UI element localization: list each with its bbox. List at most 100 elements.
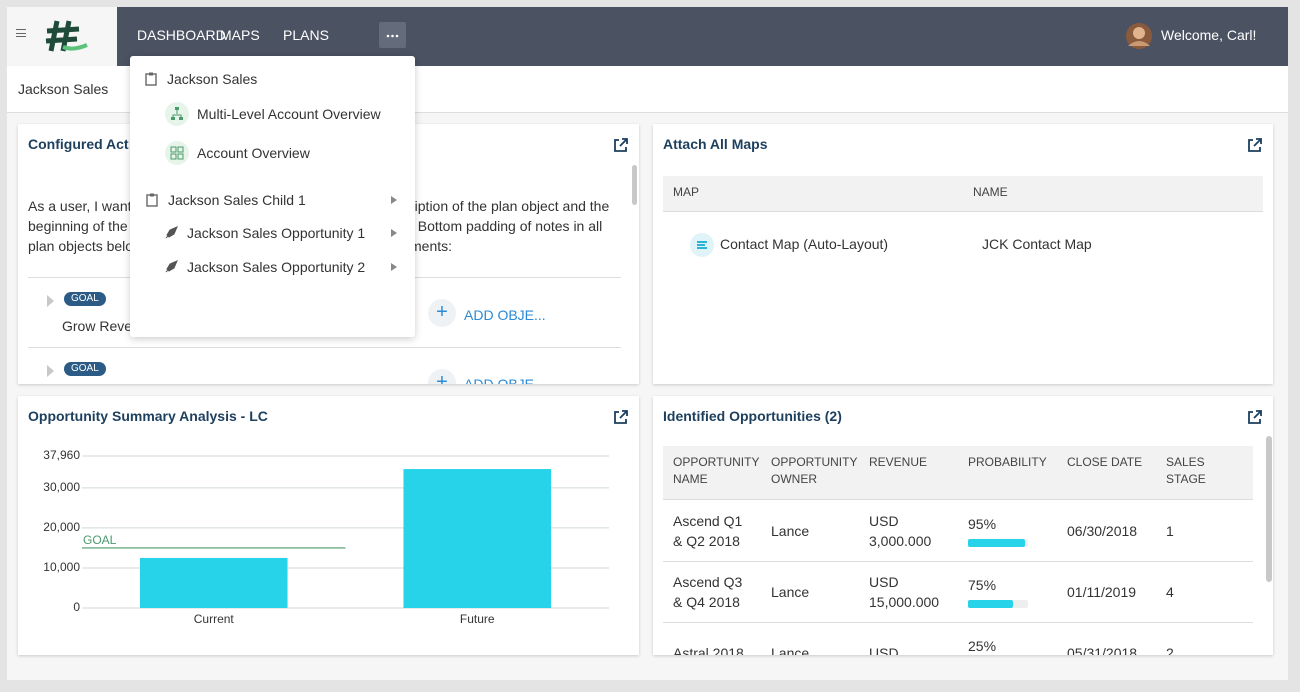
probability-label: 95% (968, 516, 997, 532)
submenu-arrow (391, 196, 397, 204)
note-text: ription of the plan object and the (410, 198, 610, 214)
menu-item[interactable]: Multi-Level Account Overview (197, 106, 381, 122)
nav-link[interactable]: DASHBOARD (137, 27, 226, 43)
y-tick-label: 10,000 (43, 560, 80, 574)
probability-track (968, 600, 1028, 608)
logo[interactable] (43, 17, 89, 55)
nav-link[interactable]: MAPS (220, 27, 260, 43)
column-header[interactable]: NAME (973, 185, 1008, 199)
goal-label: GOAL (83, 533, 117, 547)
menu-item[interactable]: Jackson Sales (167, 71, 258, 87)
maps-panel: Attach All Maps MAP NAME Contact Map (Au… (653, 124, 1273, 384)
map-name[interactable]: Contact Map (Auto-Layout) (720, 236, 889, 252)
probability-label: 75% (968, 577, 997, 593)
y-tick-label: 20,000 (43, 520, 80, 534)
column-header[interactable]: SALES STAGE (1166, 455, 1206, 486)
opportunity-icon (165, 260, 178, 273)
note-text: . Bottom padding of notes in all (410, 218, 603, 234)
column-header[interactable]: CLOSE DATE (1067, 455, 1143, 469)
table-cell: 75% (968, 561, 1058, 622)
submenu-arrow (391, 229, 397, 237)
table-cell: 01/11/2019 (1067, 583, 1137, 600)
chart-title: Opportunity Summary Analysis - LC (28, 408, 268, 424)
note-text: As a user, I want (28, 198, 132, 214)
x-tick-label: Future (460, 612, 495, 626)
add-icon[interactable]: + (428, 299, 456, 327)
chart-panel: Opportunity Summary Analysis - LC 0 10,00… (18, 396, 639, 655)
table-cell: 05/31/2018 (1067, 644, 1138, 656)
badge: GOAL (64, 292, 106, 306)
nav-link[interactable]: PLANS (283, 27, 329, 43)
table-cell: Ascend Q1 & Q2 2018 (673, 512, 743, 549)
expand-icon[interactable] (46, 364, 56, 378)
table-header (663, 176, 1263, 212)
probability-bar (968, 539, 1025, 547)
table-cell: USD 15,000.000 (869, 573, 940, 610)
panel-title: Attach All Maps (663, 136, 768, 152)
row-divider (663, 561, 1253, 562)
breadcrumb[interactable]: Jackson Sales (18, 81, 109, 97)
badge: GOAL (64, 362, 106, 376)
object-name[interactable]: Grow Reve (62, 318, 133, 334)
probability-label: 25% (968, 638, 997, 654)
menu-item[interactable]: Jackson Sales Opportunity 1 (187, 225, 366, 241)
table-cell: 1 (1166, 522, 1174, 539)
column-header[interactable]: MAP (673, 185, 700, 199)
table-cell: Ascend Q3 & Q4 2018 (673, 573, 743, 610)
open-icon[interactable] (613, 137, 629, 153)
map-icon (690, 233, 714, 257)
table-cell: 2 (1166, 644, 1174, 656)
panel-title: Identified Opportunities (2) (663, 408, 842, 424)
more-button[interactable] (379, 22, 406, 48)
welcome-text[interactable]: Welcome, Carl! (1161, 27, 1257, 43)
add-icon[interactable]: + (428, 369, 456, 384)
app: DASHBOARD MAPS PLANS Welcome, Carl! Jack… (7, 7, 1288, 680)
menu-toggle[interactable] (16, 29, 26, 37)
menu-item[interactable]: Account Overview (197, 145, 310, 161)
y-tick-label: 30,000 (43, 480, 80, 494)
column-header[interactable]: OPPORTUNITY NAME (673, 455, 760, 486)
y-tick-label: 37,960 (43, 448, 80, 462)
x-tick-label: Current (194, 612, 235, 626)
table-cell: USD 3,000.000 (869, 512, 932, 549)
table-cell: 4 (1166, 583, 1174, 600)
note-text: ments: (410, 238, 453, 254)
table-cell: 95% (968, 500, 1058, 561)
column-header[interactable]: OPPORTUNITY OWNER (771, 455, 858, 486)
divider (28, 347, 621, 348)
scrollbar[interactable] (1266, 436, 1272, 582)
table-cell: USD (869, 644, 899, 656)
open-icon[interactable] (1247, 137, 1263, 153)
table-header (663, 446, 1253, 500)
opportunity-icon (165, 226, 178, 239)
table-cell: 25% (968, 622, 1058, 655)
scrollbar[interactable] (632, 165, 637, 205)
avatar[interactable] (1125, 22, 1153, 50)
plan-icon (145, 72, 157, 86)
y-tick-label: 0 (73, 600, 80, 614)
opportunities-panel: Identified Opportunities (2) OPPORTUNITY… (653, 396, 1273, 655)
note-text: plan objects belo (28, 238, 134, 254)
table-cell: 06/30/2018 (1067, 522, 1138, 539)
column-header[interactable]: REVENUE (869, 455, 928, 469)
add-object[interactable]: ADD OBJE (464, 376, 535, 384)
chart: 0 10,000 20,000 30,000 37,960 Current Future GO… (43, 448, 609, 626)
menu-item[interactable]: Jackson Sales Opportunity 2 (187, 259, 366, 275)
bar (139, 557, 288, 608)
table-cell: Lance (771, 644, 810, 656)
expand-icon[interactable] (46, 294, 56, 308)
panel-title: Configured Act (28, 136, 129, 152)
probability-track (968, 539, 1028, 547)
note-text: beginning of the (28, 218, 128, 234)
table-cell: Lance (771, 522, 810, 539)
column-header[interactable]: PROBABILITY (968, 455, 1047, 469)
map-icon (165, 102, 189, 126)
open-icon[interactable] (613, 409, 629, 425)
open-icon[interactable] (1247, 409, 1263, 425)
plan-icon (146, 193, 158, 207)
add-object[interactable]: ADD OBJE... (464, 307, 546, 323)
table-cell: Astral 2018 (673, 644, 744, 656)
menu-item[interactable]: Jackson Sales Child 1 (168, 192, 306, 208)
table-cell: Lance (771, 583, 810, 600)
